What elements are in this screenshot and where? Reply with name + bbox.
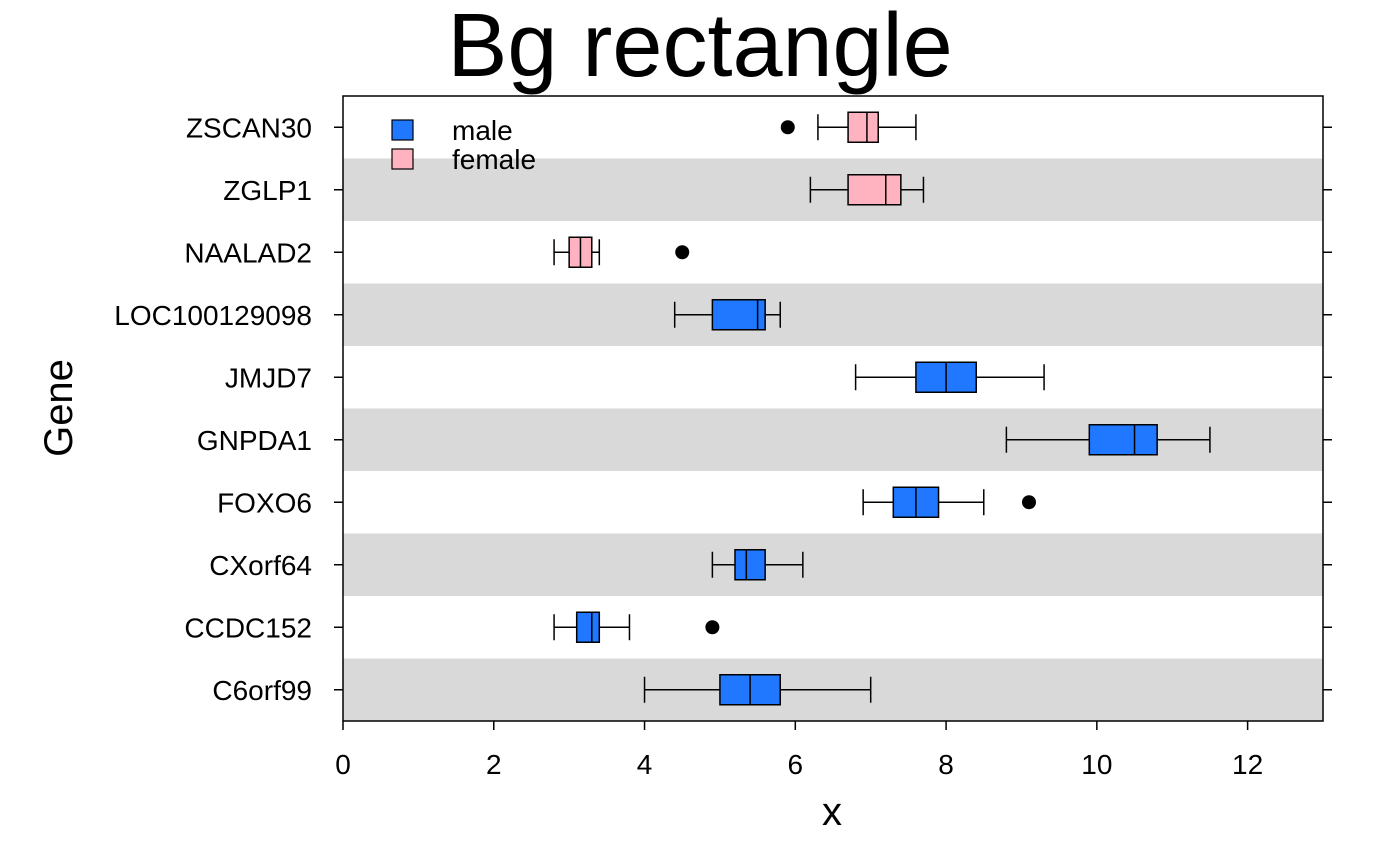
y-tick-label: GNPDA1 — [197, 425, 312, 456]
box-foxo6 — [862, 486, 1036, 518]
legend-swatch-female — [391, 148, 414, 170]
y-tick-label: NAALAD2 — [184, 237, 312, 268]
x-tick-label: 6 — [788, 749, 804, 780]
x-axis: 0 2 4 6 8 10 12 — [335, 721, 1263, 780]
box-cxorf64 — [711, 549, 804, 581]
outlier-point — [705, 620, 720, 635]
legend-label-male: male — [452, 115, 513, 146]
box-ccdc152 — [553, 611, 720, 643]
box-iqr — [847, 174, 902, 206]
y-axis-label: Gene — [37, 359, 81, 457]
y-tick-label: ZSCAN30 — [186, 112, 312, 143]
box-zglp1 — [809, 174, 925, 206]
chart-title: Bg rectangle — [447, 0, 952, 96]
x-tick-label: 0 — [335, 749, 351, 780]
y-axis: ZSCAN30 ZGLP1 NAALAD2 LOC100129098 JMJD7 GNPD… — [114, 112, 1332, 706]
outlier-point — [1022, 495, 1036, 510]
x-tick-label: 12 — [1232, 749, 1263, 780]
y-tick-label: JMJD7 — [225, 362, 312, 393]
box-iqr — [734, 549, 766, 581]
x-tick-label: 2 — [486, 749, 502, 780]
box-plots — [553, 111, 1211, 706]
box-c6orf99 — [643, 674, 872, 706]
y-tick-label: C6orf99 — [212, 675, 312, 706]
box-loc100129098 — [673, 299, 781, 331]
box-naalad2 — [553, 236, 690, 268]
x-tick-label: 4 — [637, 749, 653, 780]
box-jmjd7 — [854, 361, 1045, 393]
x-axis-label: x — [822, 790, 842, 834]
box-iqr — [711, 299, 766, 331]
legend-label-female: female — [452, 144, 536, 175]
y-tick-label: ZGLP1 — [223, 175, 312, 206]
outlier-point — [675, 245, 690, 260]
box-iqr — [1088, 424, 1158, 456]
box-gnpda1 — [1005, 424, 1211, 456]
x-tick-label: 10 — [1081, 749, 1112, 780]
x-tick-label: 8 — [938, 749, 954, 780]
outlier-point — [780, 120, 795, 135]
y-tick-label: CCDC152 — [184, 612, 312, 643]
box-iqr — [575, 611, 601, 643]
y-tick-label: FOXO6 — [217, 487, 312, 518]
row-band — [343, 533, 1323, 596]
y-tick-label: CXorf64 — [209, 550, 312, 581]
plot-frame — [342, 95, 1324, 722]
row-band — [343, 283, 1323, 346]
y-tick-label: LOC100129098 — [114, 300, 312, 331]
legend-swatch-male — [391, 119, 414, 141]
box-zscan30 — [780, 111, 917, 143]
box-iqr — [847, 111, 879, 143]
